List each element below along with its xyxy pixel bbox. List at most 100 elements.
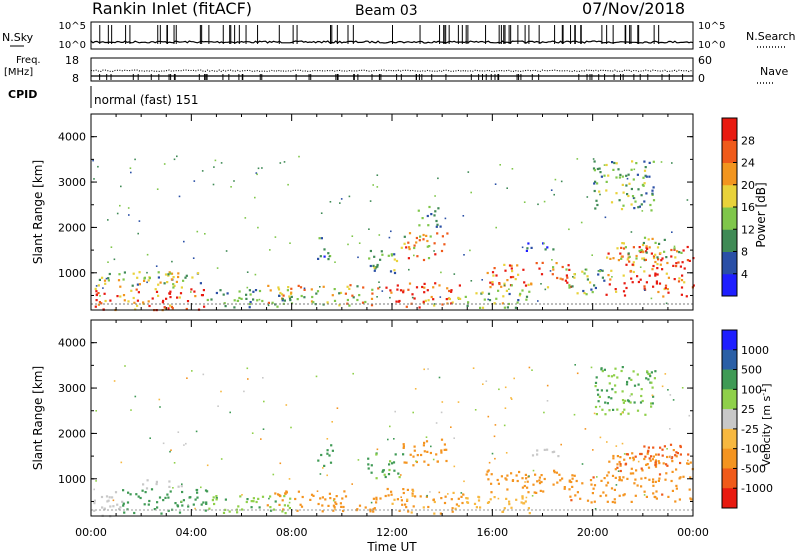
range-gate-cell <box>561 265 564 269</box>
range-gate-cell <box>384 494 387 498</box>
range-gate-cell <box>510 284 513 287</box>
range-gate-cell <box>274 236 277 238</box>
range-gate-cell <box>627 412 630 415</box>
range-gate-cell <box>395 300 398 303</box>
range-gate-cell <box>493 302 496 305</box>
range-gate-cell <box>630 277 633 280</box>
range-gate-cell <box>440 411 443 414</box>
range-gate-cell <box>470 280 473 282</box>
range-gate-cell <box>616 408 619 411</box>
range-gate-cell <box>608 283 611 286</box>
range-gate-cell <box>637 383 640 386</box>
range-gate-cell <box>493 267 496 270</box>
range-gate-cell <box>635 254 638 258</box>
range-gate-cell <box>538 476 541 479</box>
range-gate-cell <box>539 489 542 492</box>
range-gate-cell <box>296 509 299 512</box>
range-gate-cell <box>648 274 651 277</box>
range-gate-cell <box>601 276 604 279</box>
range-gate-cell <box>290 426 292 429</box>
range-gate-cell <box>632 261 635 264</box>
range-gate-cell <box>533 491 536 494</box>
range-gate-cell <box>370 304 374 307</box>
range-gate-cell <box>208 507 211 510</box>
range-gate-cell <box>200 503 203 506</box>
range-gate-cell <box>465 497 468 500</box>
range-gate-cell <box>494 183 497 185</box>
range-gate-cell <box>641 257 644 260</box>
range-gate-cell <box>419 495 422 498</box>
range-gate-cell <box>566 276 569 279</box>
range-gate-cell <box>429 451 432 455</box>
range-gate-cell <box>194 507 196 510</box>
range-gate-cell <box>675 468 678 471</box>
range-gate-cell <box>376 174 379 176</box>
range-gate-cell <box>136 304 139 307</box>
range-gate-cell <box>583 272 586 275</box>
range-gate-cell <box>339 202 341 204</box>
range-gate-cell <box>439 296 442 298</box>
range-gate-cell <box>376 186 379 188</box>
range-gate-cell <box>640 248 643 252</box>
range-gate-cell <box>413 445 416 448</box>
range-gate-cell <box>605 163 608 167</box>
range-gate-cell <box>394 410 396 413</box>
range-gate-cell <box>452 491 455 494</box>
range-gate-cell <box>641 243 645 247</box>
range-gate-cell <box>620 208 624 211</box>
range-gate-cell <box>607 374 610 378</box>
range-gate-cell <box>615 445 618 447</box>
range-gate-cell <box>396 284 399 287</box>
range-gate-cell <box>608 382 611 385</box>
range-gate-cell <box>603 279 606 282</box>
range-gate-cell <box>287 504 290 507</box>
range-gate-cell <box>162 442 165 445</box>
range-gate-cell <box>641 399 644 403</box>
range-gate-cell <box>113 380 116 382</box>
range-gate-cell <box>187 504 189 506</box>
range-gate-cell <box>660 161 663 163</box>
range-gate-cell <box>335 502 338 506</box>
range-gate-cell <box>540 283 542 285</box>
range-gate-cell <box>651 402 654 405</box>
range-gate-cell <box>167 509 170 512</box>
range-gate-cell <box>423 441 426 444</box>
range-gate-cell <box>450 290 453 293</box>
range-gate-cell <box>180 286 183 289</box>
range-gate-cell <box>494 457 496 460</box>
range-gate-cell <box>550 189 553 191</box>
range-gate-cell <box>631 452 634 455</box>
range-gate-cell <box>495 297 498 300</box>
range-gate-cell <box>167 273 170 276</box>
range-gate-cell <box>164 496 167 499</box>
range-gate-cell <box>122 278 125 281</box>
range-gate-cell <box>661 257 664 260</box>
range-gate-cell <box>369 200 372 202</box>
range-gate-cell <box>238 290 241 293</box>
range-gate-cell <box>622 401 625 404</box>
range-gate-cell <box>675 487 678 490</box>
range-gate-cell <box>176 155 178 158</box>
range-gate-cell <box>408 246 411 249</box>
range-gate-cell <box>412 464 415 467</box>
range-gate-cell <box>634 200 637 203</box>
range-gate-cell <box>389 296 391 299</box>
range-gate-cell <box>351 235 354 237</box>
range-gate-cell <box>173 284 176 287</box>
range-gate-cell <box>609 278 612 281</box>
range-gate-cell <box>675 262 678 265</box>
range-gate-cell <box>156 501 159 504</box>
range-gate-cell <box>402 453 405 456</box>
range-gate-cell <box>616 376 619 379</box>
range-gate-cell <box>429 491 431 493</box>
range-gate-cell <box>172 487 174 489</box>
range-gate-cell <box>284 512 287 515</box>
range-gate-cell <box>237 299 240 302</box>
range-gate-cell <box>390 291 393 294</box>
range-gate-cell <box>400 499 403 502</box>
range-gate-cell <box>521 486 524 489</box>
range-gate-cell <box>575 479 578 483</box>
range-gate-cell <box>423 291 426 294</box>
range-gate-cell <box>541 261 544 264</box>
